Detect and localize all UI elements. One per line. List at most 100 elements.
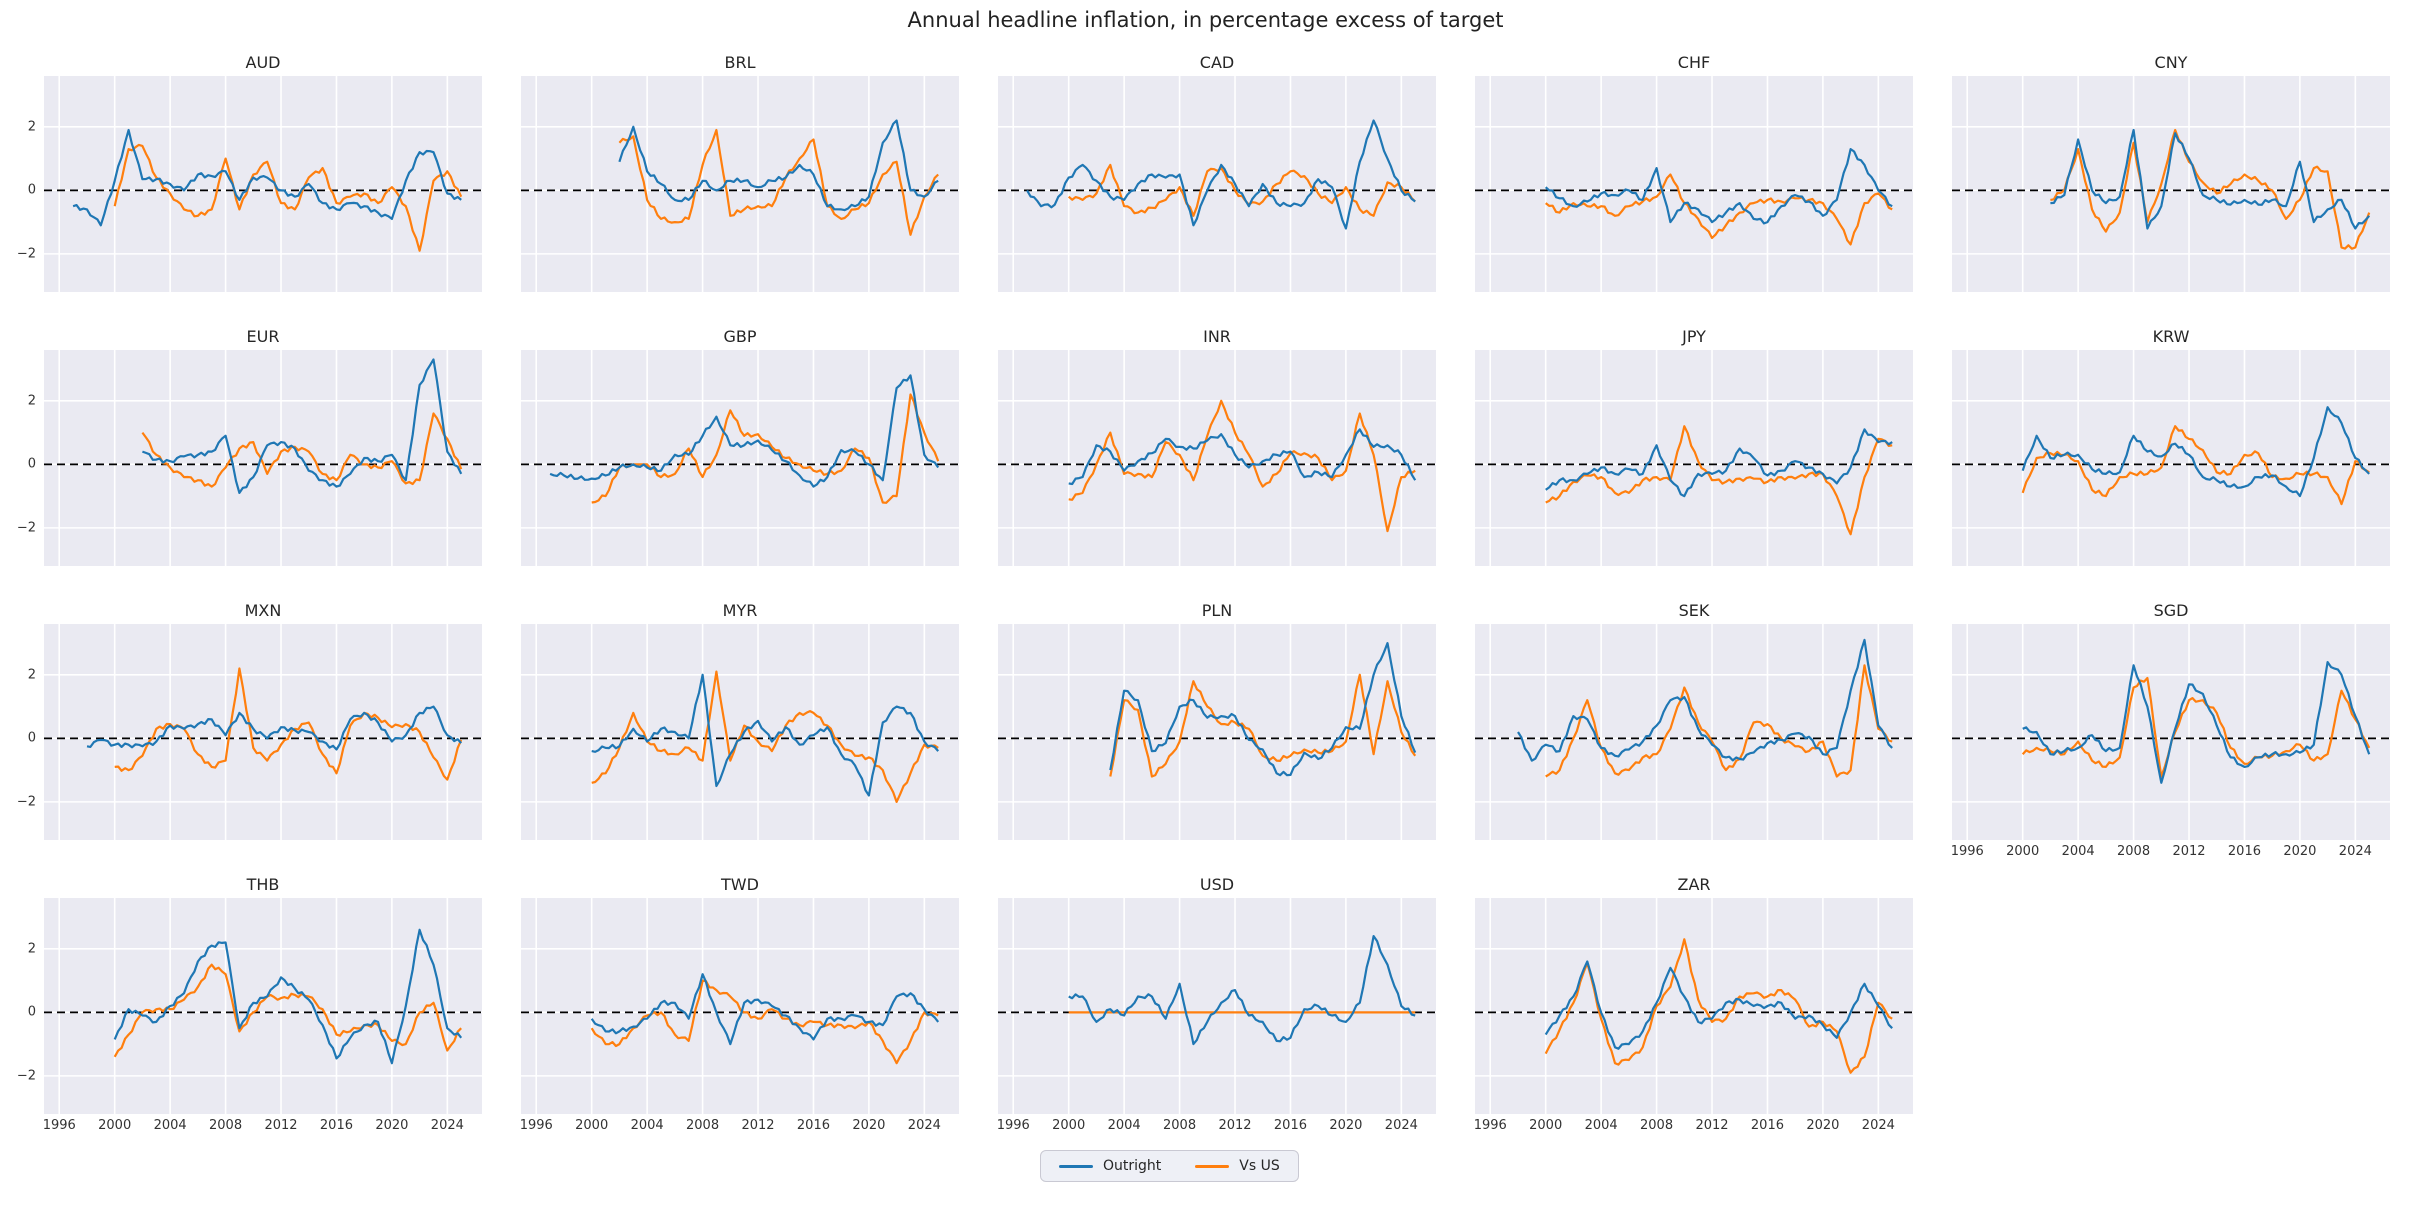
gridlines: [44, 898, 482, 1114]
y-tick-label: 2: [27, 667, 36, 683]
panel-title-SGD: SGD: [2153, 601, 2189, 620]
panel-title-MYR: MYR: [722, 601, 758, 620]
plot-area-GBP: [521, 350, 959, 566]
panel-PLN: PLN: [998, 600, 1436, 842]
series-vs-us: [618, 128, 939, 236]
panel-title-KRW: KRW: [2152, 327, 2190, 346]
plot-svg-KRW: [1952, 350, 2390, 566]
plot-area-CHF: [1475, 76, 1913, 292]
plot-svg-INR: [998, 350, 1436, 566]
series-outright: [1545, 428, 1893, 498]
series-outright: [1544, 960, 1893, 1050]
x-tick-label: 2000: [98, 1118, 132, 1133]
x-tick-label: 2008: [1163, 1118, 1197, 1133]
y-tick-label: −2: [16, 1068, 36, 1084]
plot-svg-THB: [44, 898, 482, 1114]
legend-item-outright: Outright: [1059, 1158, 1161, 1174]
panel-title-THB: THB: [246, 875, 280, 894]
vs-us-line-icon: [1195, 1164, 1230, 1168]
x-tick-label: 1996: [1950, 844, 1984, 859]
y-tick-label: 0: [27, 182, 36, 198]
series-outright: [1517, 638, 1893, 762]
plot-area-TWD: 1996 2000 2004 2008 2012 2016 2020 2024: [520, 898, 959, 1133]
plot-area-SEK: [1475, 624, 1913, 840]
panel-TWD: TWD 1996 2000 2004 2008 2012 2016 2020 2024: [520, 874, 959, 1133]
x-tick-label: 2020: [1329, 1118, 1363, 1133]
plot-svg-TWD: [521, 898, 959, 1114]
panel-title-TWD: TWD: [721, 875, 759, 894]
plot-svg-GBP: [521, 350, 959, 566]
x-tick-label: 2020: [852, 1118, 886, 1133]
plot-svg-EUR: [44, 350, 482, 566]
panel-title-JPY: JPY: [1682, 327, 1706, 346]
series-outright: [2050, 128, 2371, 230]
series-vs-us: [113, 963, 462, 1058]
series-vs-us: [591, 670, 939, 803]
panel-CNY: CNY: [1952, 52, 2390, 294]
x-tick-label: 2016: [796, 1118, 830, 1133]
panel-title-AUD: AUD: [245, 53, 281, 72]
series-vs-us: [1545, 425, 1893, 536]
x-tick-label: 2004: [630, 1118, 664, 1133]
plot-area-USD: 1996 2000 2004 2008 2012 2016 2020 2024: [997, 898, 1436, 1133]
gridlines: [998, 350, 1436, 566]
x-tick-label: 2020: [1806, 1118, 1840, 1133]
plot-svg-CHF: [1475, 76, 1913, 292]
plot-svg-MYR: [521, 624, 959, 840]
series-vs-us: [1068, 399, 1416, 533]
y-tick-label: −2: [16, 246, 36, 262]
x-tick-label: 1996: [42, 1118, 76, 1133]
series-vs-us: [114, 667, 463, 781]
legend-label-vs-us: Vs US: [1239, 1158, 1280, 1174]
gridlines: [1952, 350, 2390, 566]
x-tick-label: 2016: [1750, 1118, 1784, 1133]
panel-title-USD: USD: [1199, 875, 1235, 894]
x-tick-label: 2012: [264, 1118, 298, 1133]
x-tick-label: 2012: [1695, 1118, 1729, 1133]
plot-area-INR: [998, 350, 1436, 566]
series-vs-us: [1109, 673, 1417, 778]
series-vs-us: [1545, 664, 1893, 778]
x-tick-label: 2012: [1218, 1118, 1252, 1133]
gridlines: [998, 76, 1436, 292]
legend: Outright Vs US: [1040, 1150, 1299, 1182]
x-tick-label: 1996: [1473, 1118, 1507, 1133]
x-tick-label: 2004: [1584, 1118, 1618, 1133]
plot-svg-BRL: [521, 76, 959, 292]
plot-area-ZAR: 1996 2000 2004 2008 2012 2016 2020 2024: [1474, 898, 1913, 1133]
series-outright: [1026, 119, 1416, 230]
gridlines: [1475, 624, 1913, 840]
plot-area-JPY: [1475, 350, 1913, 566]
plot-area-PLN: [998, 624, 1436, 840]
x-tick-label: 2012: [741, 1118, 775, 1133]
plot-area-EUR: 2 0 −2: [17, 350, 482, 566]
gridlines: [44, 350, 482, 566]
x-tick-label: 2024: [2338, 844, 2372, 859]
x-tick-label: 2008: [686, 1118, 720, 1133]
series-outright: [2022, 661, 2371, 784]
y-tick-label: 2: [27, 393, 36, 409]
series-vs-us: [2021, 425, 2370, 506]
x-tick-label: 2000: [2006, 844, 2040, 859]
x-tick-label: 1996: [996, 1118, 1030, 1133]
panel-title-SEK: SEK: [1678, 601, 1710, 620]
panels-grid: AUD 2 0 −2 BRL CAD CHF CNY EUR 2 0 −2 GBP INR JPY KRW MX…: [17, 52, 2390, 1133]
panel-MXN: MXN 2 0 −2: [17, 600, 482, 842]
series-vs-us: [113, 143, 463, 252]
y-tick-label: 0: [27, 1004, 36, 1020]
plot-area-BRL: [521, 76, 959, 292]
y-tick-label: −2: [16, 794, 36, 810]
x-tick-label: 1996: [519, 1118, 553, 1133]
plot-area-SGD: 1996 2000 2004 2008 2012 2016 2020 2024: [1951, 624, 2390, 859]
gridlines: [1475, 350, 1913, 566]
plot-svg-SEK: [1475, 624, 1913, 840]
gridlines: [521, 624, 959, 840]
gridlines: [1475, 898, 1913, 1114]
plot-svg-MXN: [44, 624, 482, 840]
plot-svg-ZAR: [1475, 898, 1913, 1114]
series-outright: [72, 128, 462, 227]
y-tick-label: 0: [27, 730, 36, 746]
panel-USD: USD 1996 2000 2004 2008 2012 2016 2020 2024: [997, 874, 1436, 1133]
plot-svg-CNY: [1952, 76, 2390, 292]
series-outright: [590, 973, 940, 1046]
